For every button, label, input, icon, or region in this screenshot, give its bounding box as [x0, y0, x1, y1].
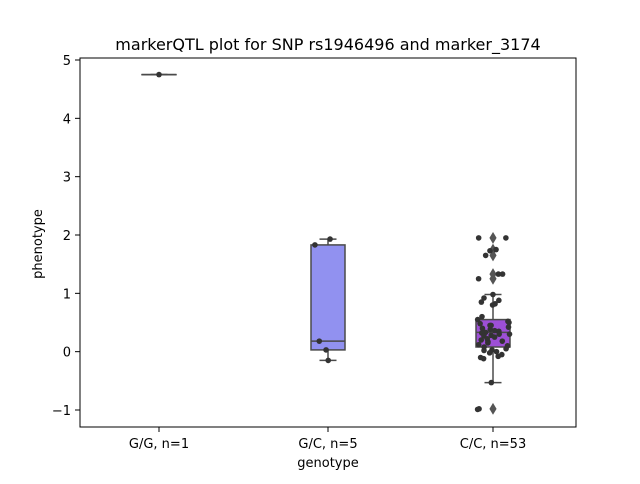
data-point [496, 271, 502, 277]
data-point [503, 235, 509, 241]
data-point [481, 356, 487, 362]
data-point [476, 276, 482, 282]
data-point [481, 348, 487, 354]
points-0 [156, 72, 162, 78]
x-tick-label: G/G, n=1 [129, 437, 189, 452]
y-axis-label: phenotype [31, 209, 46, 279]
y-tick-label: 1 [63, 287, 71, 302]
data-point [327, 236, 333, 242]
data-point [485, 340, 491, 346]
data-point [487, 248, 493, 254]
data-point [495, 354, 501, 360]
data-point [499, 338, 505, 344]
data-point [479, 299, 485, 305]
x-axis-label: genotype [297, 456, 358, 471]
data-point [325, 358, 331, 364]
chart-title: markerQTL plot for SNP rs1946496 and mar… [115, 35, 540, 55]
box-1 [311, 239, 345, 360]
data-point [490, 302, 496, 308]
x-tick-label: C/C, n=53 [460, 437, 526, 452]
y-tick-label: 4 [63, 112, 71, 127]
data-point [476, 235, 482, 241]
data-point [487, 323, 493, 329]
y-tick-label: 3 [63, 171, 71, 186]
data-point [316, 338, 322, 344]
data-point [312, 242, 318, 248]
data-point [483, 253, 489, 259]
y-tick-label: 2 [63, 229, 71, 244]
x-tick-label: G/C, n=5 [298, 437, 357, 452]
data-point [475, 407, 481, 413]
data-point [476, 342, 482, 348]
data-point [493, 247, 499, 253]
data-point [156, 72, 162, 78]
box-iqr [311, 245, 345, 350]
y-tick-label: −1 [52, 404, 71, 419]
data-point [323, 347, 329, 353]
data-point [487, 350, 493, 356]
y-tick-label: 5 [63, 54, 71, 69]
data-point [496, 331, 502, 337]
data-point [506, 324, 512, 330]
data-point [490, 292, 496, 298]
data-point [489, 380, 495, 386]
data-point [503, 346, 509, 352]
outlier-marker [490, 233, 496, 243]
y-tick-label: 0 [63, 346, 71, 361]
data-point [507, 331, 513, 337]
outlier-marker [490, 404, 496, 414]
